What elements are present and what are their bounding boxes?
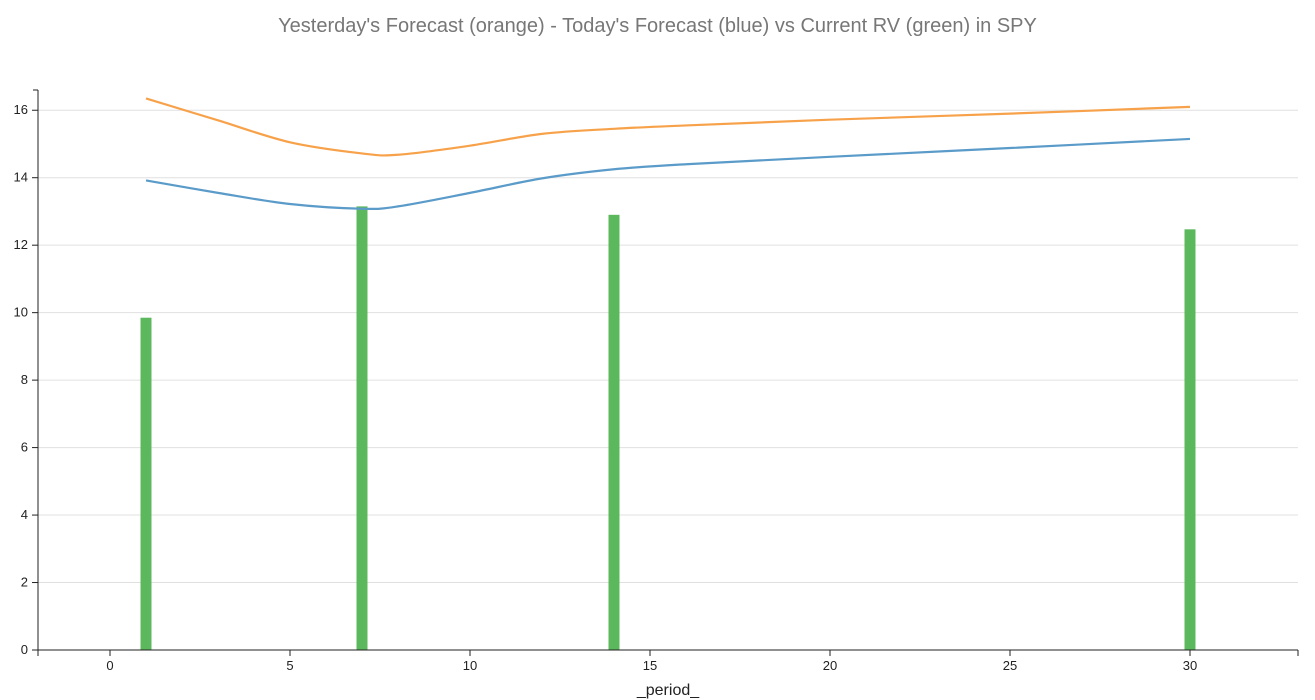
orange-line xyxy=(145,97,1191,157)
y-tick-label: 4 xyxy=(21,507,28,522)
chart-title: Yesterday's Forecast (orange) - Today's … xyxy=(278,15,1037,37)
bar xyxy=(1184,229,1196,650)
axes: 0 2 4 6 8 10 12 14 16 0 5 10 15 20 25 30 xyxy=(14,89,1299,673)
y-tick-label: 6 xyxy=(21,440,28,455)
y-tick-label: 8 xyxy=(21,372,28,387)
bar-series xyxy=(140,206,1196,650)
y-tick-label: 16 xyxy=(14,102,28,117)
x-tick-label: 30 xyxy=(1183,658,1197,673)
grid-lines xyxy=(38,109,1298,584)
y-tick-label: 0 xyxy=(21,642,28,657)
x-tick-label: 5 xyxy=(286,658,293,673)
y-tick-label: 10 xyxy=(14,305,28,320)
y-tick-label: 2 xyxy=(21,575,28,590)
x-tick-label: 0 xyxy=(106,658,113,673)
bar xyxy=(140,317,152,650)
x-tick-label: 25 xyxy=(1003,658,1017,673)
x-tick-label: 15 xyxy=(643,658,657,673)
y-tick-label: 12 xyxy=(14,237,28,252)
bar xyxy=(608,214,620,650)
x-tick-label: 20 xyxy=(823,658,837,673)
y-tick-label: 14 xyxy=(14,170,28,185)
line-series xyxy=(145,97,1191,211)
x-tick-label: 10 xyxy=(463,658,477,673)
blue-line xyxy=(145,137,1191,211)
x-axis-label: _period_ xyxy=(636,682,700,699)
bar xyxy=(356,206,368,650)
